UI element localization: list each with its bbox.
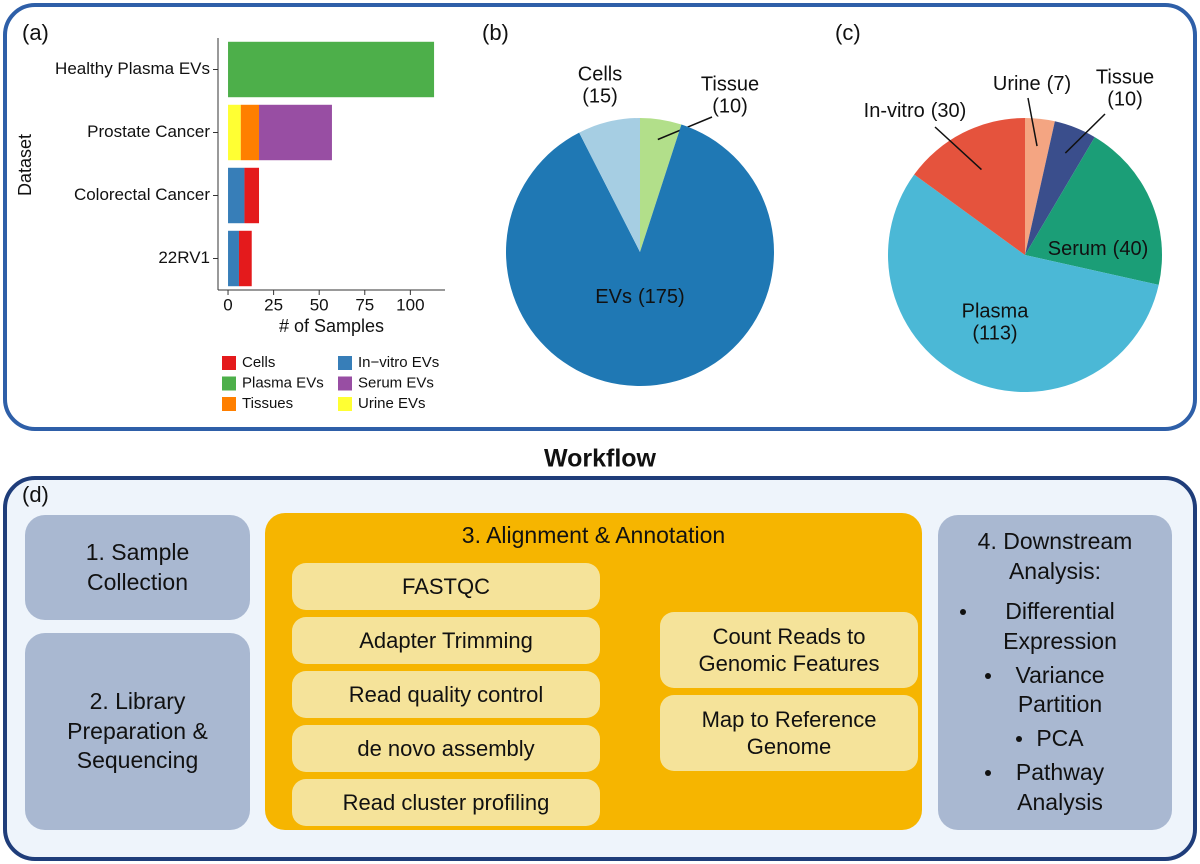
legend-label: In−vitro EVs [358, 354, 439, 371]
step-box: 2. Library Preparation & Sequencing [25, 633, 250, 830]
pie-label-name: Urine [993, 73, 1041, 95]
step-label: 1. Sample Collection [85, 538, 190, 595]
bullet-text: PCA [1036, 725, 1084, 752]
y-tick-label: Healthy Plasma EVs [55, 59, 210, 78]
step-label: 3. Alignment & Annotation [461, 522, 726, 548]
step-box: 4. Downstream Analysis: Differential Exp… [938, 515, 1172, 830]
step-item: FASTQC [292, 563, 600, 610]
bullet-item: Pathway Analysis [985, 758, 1115, 818]
bullet-item: Variance Partition [985, 661, 1115, 721]
top-panel-border [3, 3, 1197, 431]
step-item: Read cluster profiling [292, 779, 600, 826]
pie-value-label: (10) [1107, 88, 1143, 110]
bullet-text: Differential Expression [1003, 597, 1117, 654]
pie-label: Tissue [701, 73, 759, 95]
pie-value-label: (175) [638, 286, 685, 308]
pie-label-name: In-vitro [864, 100, 925, 122]
pie-value-label: (10) [712, 95, 748, 117]
pie-slice [914, 118, 1025, 255]
bar [259, 104, 332, 161]
pie-value-label: (30) [931, 100, 967, 122]
pie-label-name: EVs [595, 286, 632, 308]
step-output: Map to Reference Genome [660, 695, 918, 771]
legend-swatch [222, 356, 236, 370]
pie-label: Tissue [1096, 66, 1154, 88]
pie-label: In-vitro (30) [864, 100, 967, 122]
panel-label: (d) [22, 482, 49, 507]
bar [238, 230, 252, 287]
pie-label: Serum (40) [1048, 238, 1148, 260]
pie-label: EVs (175) [595, 286, 684, 308]
x-tick-label: 75 [355, 295, 374, 314]
y-axis-title: Dataset [15, 134, 35, 196]
bar [240, 104, 260, 161]
step-label: 4. Downstream Analysis: [977, 527, 1133, 584]
legend-label: Tissues [242, 395, 293, 412]
pie-slice [506, 124, 774, 387]
bar [244, 167, 260, 224]
bullet [985, 770, 991, 777]
bar [228, 230, 239, 287]
y-tick-label: 22RV1 [158, 248, 210, 267]
legend-swatch [338, 376, 352, 391]
bullet [985, 672, 991, 679]
pie-label: Cells [578, 63, 622, 85]
step-box: 1. Sample Collection [25, 515, 250, 620]
step-label: 2. Library Preparation & Sequencing [67, 687, 208, 774]
x-tick-label: 100 [396, 295, 424, 314]
pie-slice [1025, 137, 1162, 285]
step-item: Adapter Trimming [292, 617, 600, 664]
leader-line [1027, 97, 1038, 147]
legend-label: Serum EVs [358, 374, 434, 391]
bullet [960, 608, 966, 615]
step-item: Read quality control [292, 671, 600, 718]
bullet-item: PCA [1016, 724, 1084, 754]
legend-label: Plasma EVs [242, 374, 324, 391]
x-tick-label: 25 [264, 295, 283, 314]
bar [228, 104, 241, 161]
panel-label: (a) [22, 20, 49, 45]
pie-label: Urine (7) [993, 73, 1071, 95]
panel-label: (c) [835, 20, 861, 45]
legend-swatch [338, 397, 352, 411]
legend-swatch [222, 376, 236, 391]
pie-label: Plasma [962, 300, 1030, 322]
legend-label: Cells [242, 354, 275, 371]
pie-slice [1025, 121, 1095, 255]
bar [228, 167, 245, 224]
leader-line [1064, 113, 1106, 154]
legend-label: Urine EVs [358, 395, 426, 412]
bullet-item: Differential Expression [960, 597, 1140, 657]
pie-value-label: (40) [1113, 238, 1149, 260]
legend-swatch [338, 356, 352, 370]
step-item: de novo assembly [292, 725, 600, 772]
pie-label-name: Serum [1048, 238, 1107, 260]
leader-line [934, 126, 982, 171]
step-output: Count Reads to Genomic Features [660, 612, 918, 688]
panel-label: (b) [482, 20, 509, 45]
x-axis-title: # of Samples [279, 316, 384, 336]
bullet-text: Pathway Analysis [1015, 759, 1105, 816]
pie-slice [1025, 118, 1055, 255]
pie-value-label: (113) [972, 322, 1017, 344]
pie-slice [640, 118, 682, 252]
bar [228, 41, 435, 98]
pie-value-label: (7) [1047, 73, 1071, 95]
bullet [1016, 736, 1023, 743]
pie-slice [579, 118, 640, 252]
y-tick-label: Prostate Cancer [87, 122, 210, 141]
x-tick-label: 0 [223, 295, 232, 314]
y-tick-label: Colorectal Cancer [74, 185, 210, 204]
workflow-title: Workflow [544, 445, 657, 473]
pie-value-label: (15) [582, 85, 618, 107]
legend-swatch [222, 397, 236, 411]
bullet-text: Variance Partition [1015, 661, 1105, 718]
x-tick-label: 50 [310, 295, 329, 314]
pie-slice [887, 174, 1159, 393]
